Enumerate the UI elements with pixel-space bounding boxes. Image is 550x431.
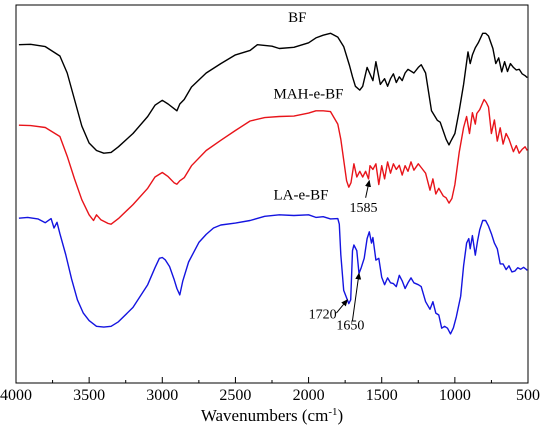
x-tick-label-3500: 3500 — [73, 387, 105, 404]
x-axis-ticks — [15, 377, 529, 383]
series-labels: BF MAH-e-BF LA-e-BF — [273, 10, 343, 203]
x-axis-label: Wavenumbers (cm-1) — [201, 406, 343, 425]
x-axis-tick-labels: 4000 3500 3000 2500 2000 1500 1000 500 — [0, 387, 540, 404]
annotation-label-1720: 1720 — [309, 308, 337, 323]
x-tick-label-3000: 3000 — [146, 387, 178, 404]
x-tick-label-1000: 1000 — [439, 387, 471, 404]
annotation-label-1650: 1650 — [336, 318, 364, 333]
annotation-arrow-1720 — [335, 299, 348, 314]
series-label-la-e-bf: LA-e-BF — [273, 187, 328, 203]
series-line-la-e-bf — [18, 214, 528, 335]
x-tick-label-2500: 2500 — [219, 387, 251, 404]
series-label-mah-e-bf: MAH-e-BF — [273, 86, 343, 102]
x-tick-label-500: 500 — [516, 387, 540, 404]
series-label-bf: BF — [288, 10, 306, 26]
series-line-mah-e-bf — [18, 98, 528, 225]
x-tick-label-4000: 4000 — [0, 387, 32, 404]
series-lines — [18, 32, 528, 335]
annotation-arrow-1585 — [365, 179, 371, 198]
series-line-bf — [18, 32, 528, 154]
x-tick-label-2000: 2000 — [293, 387, 325, 404]
plot-frame — [15, 4, 529, 384]
x-tick-label-1500: 1500 — [366, 387, 398, 404]
annotation-label-1585: 1585 — [350, 201, 378, 216]
annotation-arrow-1650 — [351, 272, 362, 321]
